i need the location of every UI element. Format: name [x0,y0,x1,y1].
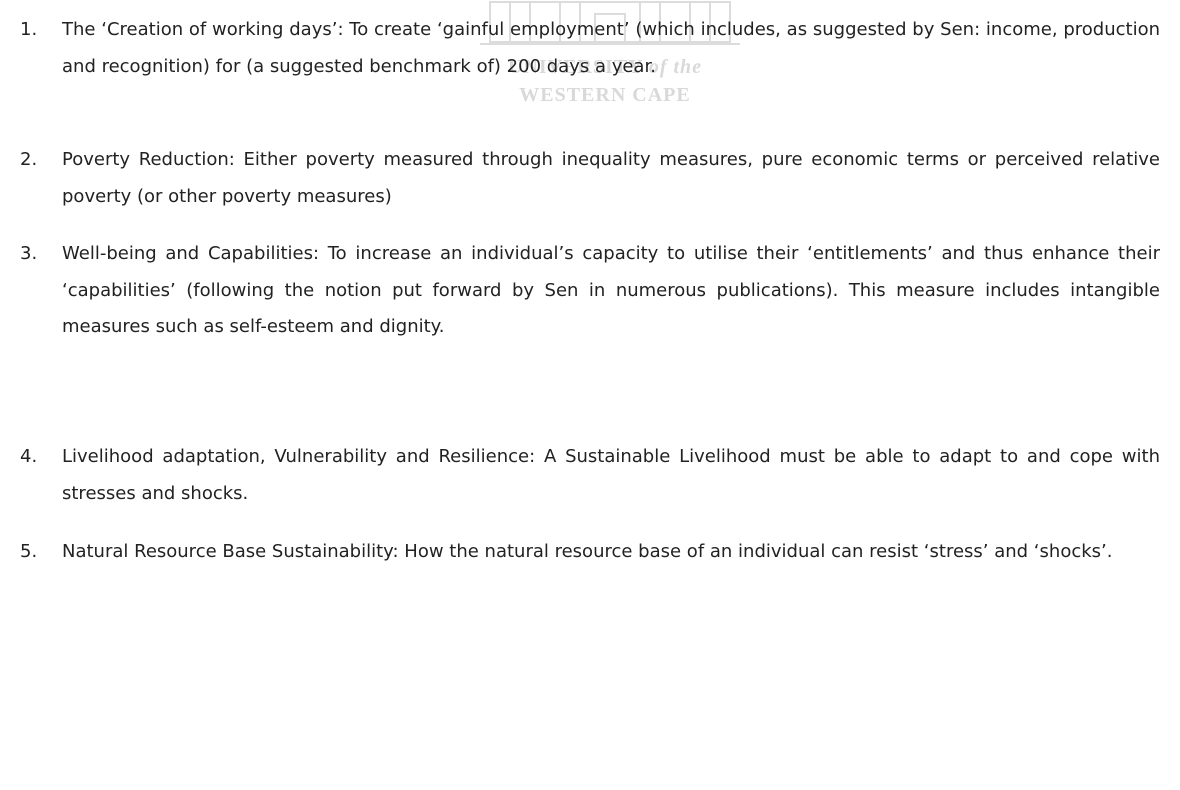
watermark-line: UNIVERSITY [507,56,643,78]
item-text: Natural Resource Base Sustainability: Ho… [62,541,1113,562]
item-text: Well-being and Capabilities: To increase… [62,243,1160,337]
list-item: 1. The ‘Creation of working days’: To cre… [20,12,1160,85]
item-number: 1. [20,19,38,40]
watermark-logo [480,1,740,45]
list-item: 2. Poverty Reduction: Either poverty meas… [20,142,1160,215]
watermark-suffix: of the [648,56,703,78]
item-number: 3. [20,243,38,264]
watermark-text: WESTERN CAPE [0,84,1180,107]
watermark-text: UNIVERSITY of the [0,56,1180,79]
item-number: 2. [20,149,38,170]
list-item: 3. Well-being and Capabilities: To increa… [20,236,1160,346]
item-number: 4. [20,446,38,467]
item-text: The ‘Creation of working days’: To creat… [62,19,1160,77]
watermark-line: WESTERN CAPE [519,84,691,106]
item-number: 5. [20,541,38,562]
list-item: 4. Livelihood adaptation, Vulnerability a… [20,439,1160,512]
item-text: Livelihood adaptation, Vulnerability and… [62,446,1160,504]
item-text: Poverty Reduction: Either poverty measur… [62,149,1160,207]
list-item: 5. Natural Resource Base Sustainability: … [20,534,1160,571]
